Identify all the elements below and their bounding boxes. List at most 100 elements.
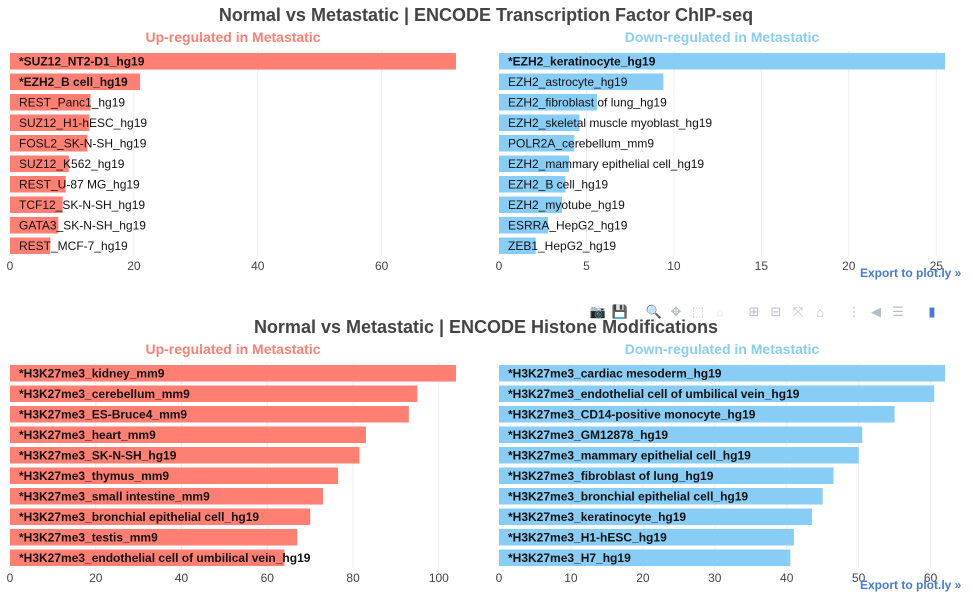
bar[interactable] [499,53,945,70]
bar[interactable] [499,365,945,382]
bar[interactable] [10,114,90,132]
bar[interactable] [499,114,580,132]
save-icon[interactable]: 💾 [611,304,629,319]
bar-label: *EZH2_keratinocyte_hg19 [508,54,656,68]
bar[interactable] [499,196,562,214]
bar-label: *H3K27me3_thymus_mm9 [19,469,169,483]
bar-label: *H3K27me3_testis_mm9 [19,530,158,544]
bar[interactable] [499,406,895,423]
bar-label: *H3K27me3_cardiac mesoderm_hg19 [508,366,722,380]
bar[interactable] [499,508,812,526]
x-tick-label: 20 [636,571,650,585]
x-tick-label: 0 [7,259,14,273]
bar[interactable] [499,467,834,485]
autoscale-icon[interactable]: ⤧ [792,304,804,319]
bar[interactable] [10,467,339,485]
modebar-toolbar: 📷 💾 🔍 ✥ ⬚ ◌ ⊞ ⊟ ⤧ ⌂ ⋮ ◀ ☰ ▮ [590,302,940,322]
bar[interactable] [10,529,298,546]
bar-label: *H3K27me3_fibroblast of lung_hg19 [508,469,714,483]
bar-label: *H3K27me3_H7_hg19 [508,551,631,565]
x-tick-label: 10 [564,571,578,585]
reset-axes-icon[interactable]: ⌂ [816,304,824,320]
x-tick-label: 50 [852,571,866,585]
bar-label: *H3K27me3_heart_mm9 [19,428,156,442]
bar[interactable] [499,529,794,546]
bar[interactable] [499,94,597,111]
tf-export-link[interactable]: Export to plot.ly » [860,266,962,280]
bar-label: EZH2_myotube_hg19 [508,198,625,212]
bar-label: EZH2_skeletal muscle myoblast_hg19 [508,116,712,130]
bar-label: *H3K27me3_bronchial epithelial cell_hg19 [19,510,259,524]
bar[interactable] [10,385,418,403]
bar[interactable] [10,426,366,444]
hover-compare-icon[interactable]: ☰ [892,304,904,319]
bar[interactable] [10,155,69,173]
x-tick-label: 0 [496,259,503,273]
bar[interactable] [10,237,51,255]
panel-subtitle: Up-regulated in Metastatic [145,341,320,357]
x-tick-label: 40 [251,259,265,273]
bar[interactable] [10,488,324,505]
bar[interactable] [499,488,823,505]
x-tick-label: 40 [175,571,189,585]
bar-label: SUZ12_K562_hg19 [19,157,125,171]
x-tick-label: 5 [583,259,590,273]
bar-label: *H3K27me3_ES-Bruce4_mm9 [19,407,187,421]
bar-label: *H3K27me3_cerebellum_mm9 [19,387,190,401]
zoom-icon[interactable]: 🔍 [645,304,663,319]
bar[interactable] [10,135,88,152]
bar[interactable] [10,508,311,526]
bar[interactable] [499,155,569,173]
bar-label: ESRRA_HepG2_hg19 [508,218,628,232]
tf-chart-title: Normal vs Metastatic | ENCODE Transcript… [218,5,754,25]
bar-label: *H3K27me3_H1-hESC_hg19 [508,530,667,544]
bar-label: *EZH2_B cell_hg19 [19,75,128,89]
camera-icon[interactable]: 📷 [589,304,607,319]
bar[interactable] [10,447,360,464]
bar-label: *H3K27me3_endothelial cell of umbilical … [19,551,311,565]
bar-label: SUZ12_H1-hESC_hg19 [19,116,147,130]
panel-subtitle: Down-regulated in Metastatic [625,29,820,45]
x-tick-label: 40 [780,571,794,585]
bar[interactable] [10,73,141,91]
bar[interactable] [499,237,536,255]
bar[interactable] [499,135,575,152]
bar[interactable] [499,385,935,403]
lasso-icon[interactable]: ◌ [716,304,724,320]
bar-label: EZH2_mammary epithelial cell_hg19 [508,157,704,171]
plotly-logo-icon[interactable]: ▮ [928,304,936,319]
bar[interactable] [10,217,59,234]
bar[interactable] [10,94,91,111]
bar-label: *H3K27me3_small intestine_mm9 [19,489,210,503]
bar-label: TCF12_SK-N-SH_hg19 [19,198,145,212]
bar[interactable] [10,365,456,382]
bar-label: *H3K27me3_SK-N-SH_hg19 [19,448,177,462]
x-tick-label: 30 [708,571,722,585]
bar[interactable] [10,196,63,214]
bar[interactable] [499,426,863,444]
bar[interactable] [10,406,409,423]
zoom-out-icon[interactable]: ⊟ [770,304,782,319]
bar-label: *H3K27me3_kidney_mm9 [19,366,165,380]
bar[interactable] [499,447,859,464]
spike-lines-icon[interactable]: ⋮ [847,304,861,319]
zoom-in-icon[interactable]: ⊞ [748,304,760,319]
pan-icon[interactable]: ✥ [670,304,682,319]
x-tick-label: 20 [842,259,856,273]
bar[interactable] [499,176,566,193]
bar[interactable] [499,217,548,234]
box-select-icon[interactable]: ⬚ [691,304,705,319]
histone-export-link[interactable]: Export to plot.ly » [860,578,962,592]
hover-closest-icon[interactable]: ◀ [871,304,881,319]
bar[interactable] [10,549,285,567]
bar[interactable] [499,73,664,91]
bar-label: POLR2A_cerebellum_mm9 [508,136,654,150]
bar-label: *H3K27me3_CD14-positive monocyte_hg19 [508,407,756,421]
x-tick-label: 10 [667,259,681,273]
bar[interactable] [10,53,456,70]
bar[interactable] [499,549,791,567]
x-tick-label: 60 [261,571,275,585]
bar-label: *H3K27me3_endothelial cell of umbilical … [508,387,800,401]
bar[interactable] [10,176,66,193]
bar-label: *H3K27me3_bronchial epithelial cell_hg19 [508,489,748,503]
